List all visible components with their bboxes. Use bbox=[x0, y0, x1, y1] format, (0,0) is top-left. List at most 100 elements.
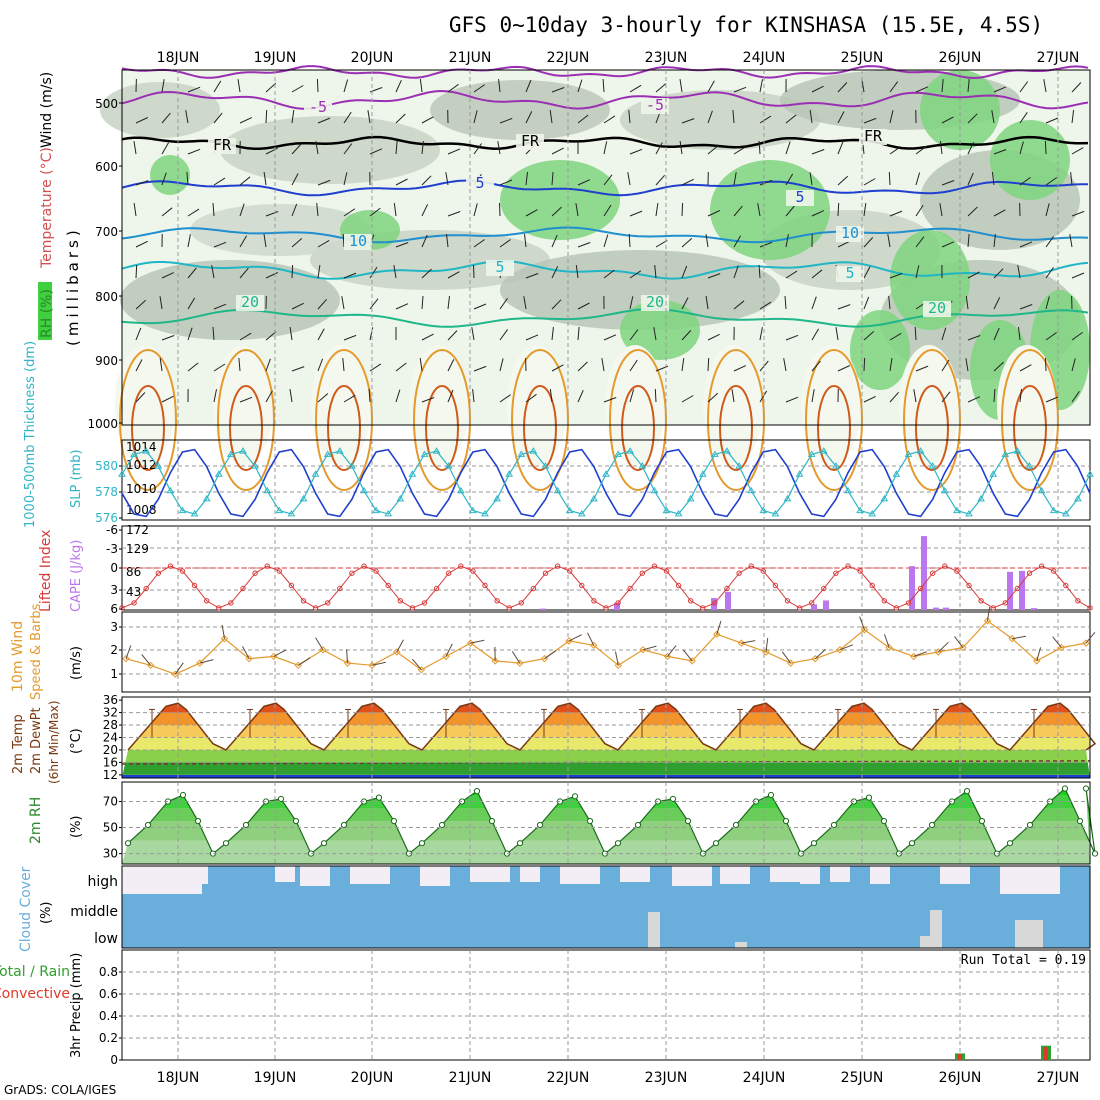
cape-bar bbox=[823, 600, 829, 610]
thickness-marker bbox=[590, 494, 598, 502]
lifted-index-marker bbox=[373, 568, 379, 574]
date-label: 23JUN bbox=[645, 1070, 688, 1086]
cloud-ylabels: Cloud Cover (%) bbox=[18, 866, 54, 952]
wind-barb bbox=[941, 180, 955, 186]
wind-barb bbox=[369, 148, 383, 155]
thickness-marker bbox=[844, 486, 852, 494]
wind-barb bbox=[785, 114, 797, 124]
wind-barb bbox=[446, 234, 449, 248]
wind-barb bbox=[473, 264, 475, 279]
wind-barb bbox=[705, 296, 709, 310]
wind-barb bbox=[291, 144, 302, 155]
wind-barb bbox=[1045, 332, 1057, 341]
temp-contour-30 bbox=[1013, 385, 1047, 471]
wind-barb bbox=[372, 661, 386, 666]
thickness-marker bbox=[408, 470, 417, 477]
wind-barb bbox=[265, 82, 277, 93]
cloud-gap bbox=[275, 866, 295, 882]
contour-label: 20 bbox=[646, 293, 664, 311]
wind-barb bbox=[342, 233, 345, 248]
thickness-marker bbox=[650, 486, 659, 494]
cape-tick-label: 129 bbox=[126, 542, 149, 556]
thickness-marker bbox=[178, 506, 187, 514]
lifted-index-marker bbox=[542, 570, 549, 576]
wind-barb bbox=[577, 326, 580, 341]
temp-ylabels: 2m Temp 2m DewPt (6hr Min/Max) (°C) bbox=[11, 701, 84, 785]
footer-credit: GrADS: COLA/IGES bbox=[4, 1083, 116, 1097]
wind-barb bbox=[289, 389, 293, 403]
wind-barb bbox=[835, 327, 839, 341]
rh-shade-area bbox=[120, 260, 340, 340]
wind-barb bbox=[811, 269, 823, 279]
contour-label: -5 bbox=[309, 98, 327, 116]
lifted-index-marker bbox=[1051, 568, 1057, 574]
lifted-index-marker bbox=[264, 563, 270, 569]
cloud-gap-low bbox=[648, 912, 660, 948]
wind-barb bbox=[525, 209, 538, 217]
wind-barb bbox=[395, 79, 402, 93]
lifted-index-marker bbox=[881, 598, 887, 604]
wind-barb bbox=[568, 634, 582, 642]
wind-barb bbox=[419, 79, 423, 93]
wind-barb bbox=[681, 202, 684, 217]
wind-barb bbox=[759, 390, 768, 403]
wind-barb bbox=[291, 302, 304, 310]
tick-label: 580 bbox=[95, 459, 118, 473]
thickness-marker bbox=[130, 450, 138, 457]
wind-barb bbox=[421, 268, 432, 279]
temp-band bbox=[122, 712, 1090, 726]
thickness-marker bbox=[251, 462, 259, 469]
wind-barb bbox=[447, 296, 450, 310]
tick-label: 0.2 bbox=[99, 1031, 118, 1045]
cloud-gap bbox=[470, 866, 510, 882]
wind-speed-marker bbox=[762, 648, 770, 656]
lifted-index-marker bbox=[300, 598, 307, 604]
wind-speed-marker bbox=[909, 652, 918, 661]
temp-axis-units: (°C) bbox=[69, 728, 84, 754]
thickness-marker bbox=[759, 506, 768, 514]
wind-barb bbox=[733, 172, 737, 186]
lifted-index-marker bbox=[700, 605, 706, 611]
wind-barb bbox=[629, 84, 642, 93]
tick-label: 6 bbox=[110, 602, 118, 616]
thickness-marker bbox=[626, 447, 635, 454]
date-label: 22JUN bbox=[547, 1070, 590, 1086]
cloud-gap bbox=[560, 866, 600, 884]
cape-bar bbox=[1007, 571, 1013, 610]
lifted-index-marker bbox=[917, 585, 924, 592]
thickness-marker bbox=[541, 462, 550, 469]
wind-barb bbox=[298, 657, 311, 666]
wind-barb bbox=[549, 389, 553, 403]
wind-barb bbox=[915, 172, 921, 186]
wind-barb bbox=[839, 644, 854, 651]
wind-barb bbox=[809, 172, 813, 186]
wind-barb bbox=[551, 327, 554, 341]
rh-marker bbox=[928, 821, 936, 829]
wind-barb bbox=[369, 207, 381, 217]
pressure-level-label: 500 bbox=[95, 97, 118, 111]
wind-barb bbox=[759, 179, 773, 186]
date-label: 27JUN bbox=[1037, 50, 1080, 66]
lifted-index-marker bbox=[809, 600, 815, 606]
wind-barb bbox=[291, 85, 304, 93]
freezing-strip bbox=[122, 775, 1090, 778]
wind-barb bbox=[733, 146, 746, 155]
wind-barb bbox=[161, 395, 174, 403]
wind-barb bbox=[785, 234, 789, 248]
temp-contour-30 bbox=[327, 385, 361, 471]
wind-speed-marker bbox=[540, 654, 549, 663]
lifted-index-marker bbox=[119, 605, 125, 611]
wind-barb bbox=[473, 365, 487, 372]
thickness-marker bbox=[892, 470, 901, 477]
rh-marker bbox=[880, 817, 888, 825]
wind-barb bbox=[811, 328, 820, 341]
wind-barb bbox=[1085, 631, 1096, 644]
boundary-layer-area bbox=[115, 345, 175, 465]
wind-barb bbox=[1019, 112, 1028, 124]
temp-contour-30 bbox=[719, 385, 753, 471]
thickness-marker bbox=[323, 450, 332, 457]
rh-shade-area bbox=[990, 120, 1070, 200]
tick-label: 2 bbox=[110, 643, 118, 657]
wind-barb bbox=[289, 327, 293, 341]
